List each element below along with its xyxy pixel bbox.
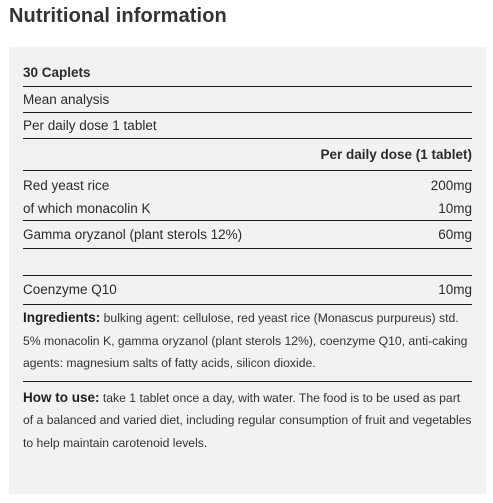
nutrient-name: Gamma oryzanol (plant sterols 12%) — [23, 226, 243, 242]
nutrient-row: Red yeast rice 200mg — [23, 174, 472, 197]
page-title: Nutritional information — [9, 5, 227, 27]
nutrient-value: 10mg — [438, 282, 472, 297]
nutrition-panel: 30 Caplets Mean analysis Per daily dose … — [9, 47, 486, 494]
nutrient-name: Coenzyme Q10 — [23, 282, 117, 297]
blank-row — [23, 249, 472, 276]
nutrient-value: 10mg — [438, 200, 472, 216]
nutrient-name: of which monacolin K — [23, 200, 151, 216]
nutrient-row: Gamma oryzanol (plant sterols 12%) 60mg — [23, 221, 472, 249]
nutrient-value: 60mg — [438, 226, 472, 242]
how-to-use-label: How to use: — [23, 389, 100, 405]
ingredients-text: bulking agent: cellulose, red yeast rice… — [23, 311, 468, 370]
column-header: Per daily dose (1 tablet) — [320, 146, 472, 162]
nutrient-value: 200mg — [430, 177, 472, 193]
ingredients-section: Ingredients: bulking agent: cellulose, r… — [23, 305, 472, 382]
pack-size-row: 30 Caplets — [23, 59, 472, 87]
red-yeast-group: Red yeast rice 200mg of which monacolin … — [23, 171, 472, 221]
nutrient-row: of which monacolin K 10mg — [23, 197, 472, 220]
per-daily-dose-label: Per daily dose 1 tablet — [23, 117, 157, 133]
how-to-use-section: How to use: take 1 tablet once a day, wi… — [23, 382, 472, 455]
how-to-use-text: take 1 tablet once a day, with water. Th… — [23, 390, 472, 450]
nutrient-row: Coenzyme Q10 10mg — [23, 276, 472, 305]
nutrition-table: 30 Caplets Mean analysis Per daily dose … — [23, 59, 472, 454]
per-daily-dose-row: Per daily dose 1 tablet — [23, 113, 472, 139]
ingredients-label: Ingredients: — [23, 310, 101, 325]
mean-analysis-row: Mean analysis — [23, 87, 472, 113]
pack-size: 30 Caplets — [23, 64, 91, 80]
mean-analysis-label: Mean analysis — [23, 91, 110, 107]
nutrient-name: Red yeast rice — [23, 177, 110, 193]
column-header-row: Per daily dose (1 tablet) — [23, 139, 472, 171]
